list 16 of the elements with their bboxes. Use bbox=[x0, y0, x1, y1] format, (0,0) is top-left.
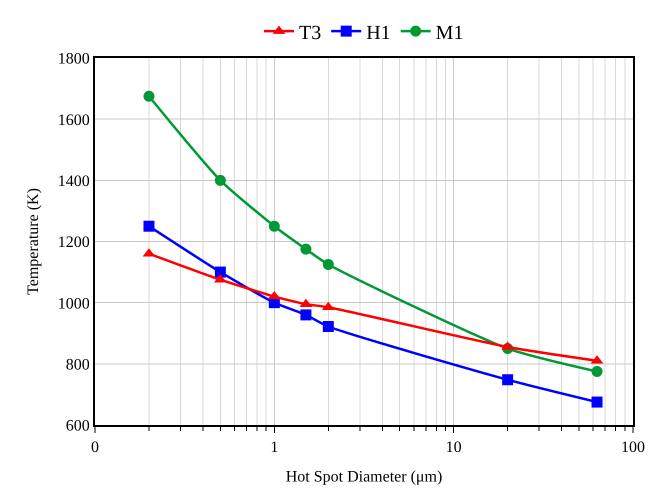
x-axis-title: Hot Spot Diameter (μm) bbox=[286, 468, 442, 486]
y-tick-label: 1800 bbox=[58, 50, 90, 68]
legend-label: H1 bbox=[366, 22, 391, 44]
y-tick-label: 1000 bbox=[58, 295, 90, 312]
x-tick-label: 0 bbox=[91, 439, 99, 456]
legend-label: M1 bbox=[436, 22, 464, 44]
x-tick-label: 1 bbox=[270, 439, 278, 456]
y-tick-label: 1200 bbox=[58, 234, 90, 252]
y-tick-label: 800 bbox=[66, 356, 90, 374]
y-tick-label: 600 bbox=[66, 418, 90, 435]
y-axis-title: Temperature (K) bbox=[25, 188, 42, 295]
legend-label: T3 bbox=[299, 22, 322, 44]
x-tick-label: 10 bbox=[446, 439, 462, 456]
y-tick-label: 1400 bbox=[58, 172, 90, 190]
x-tick-label: 100 bbox=[621, 439, 645, 456]
y-tick-label: 1600 bbox=[58, 112, 90, 129]
